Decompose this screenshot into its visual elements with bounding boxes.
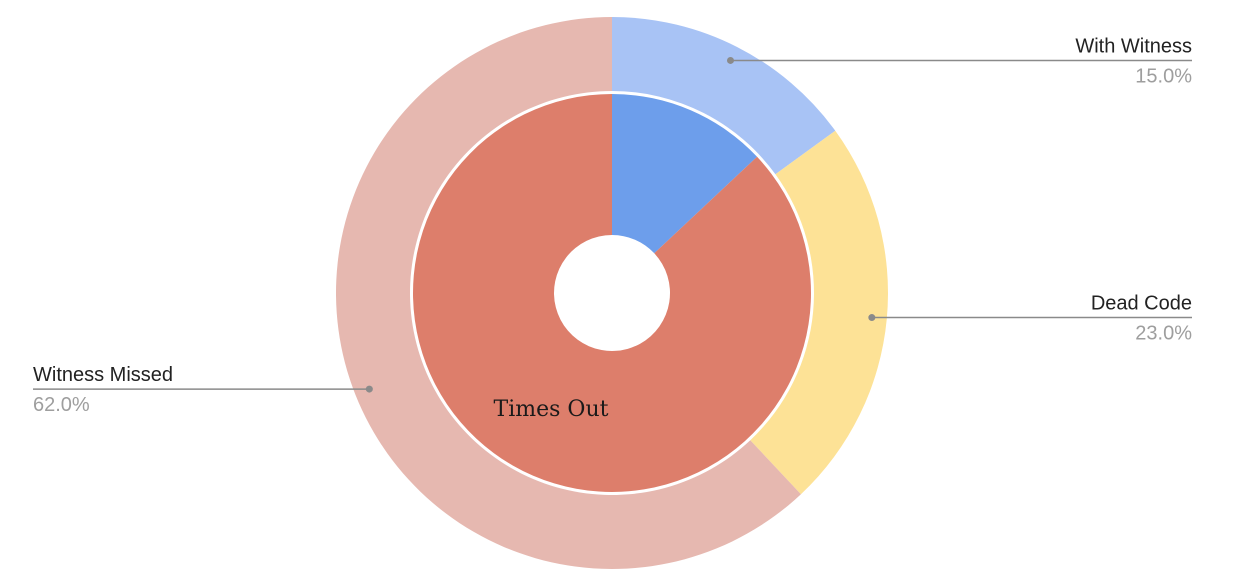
leader-dot-with-witness <box>726 56 734 64</box>
slice-value-with-witness: 15.0% <box>1135 65 1192 87</box>
slice-value-witness-missed: 62.0% <box>33 394 90 416</box>
leader-lines <box>33 56 1192 393</box>
outer-slice-dead-code <box>750 130 888 495</box>
slice-label-with-witness: With Witness <box>1075 35 1192 57</box>
outer-ring <box>335 17 888 569</box>
leader-dot-dead-code <box>868 314 876 322</box>
inner-slice-2 <box>412 94 811 493</box>
inner-annotation-times-out: Times Out <box>494 397 609 422</box>
slice-value-dead-code: 23.0% <box>1135 323 1192 345</box>
inner-slice-1 <box>612 94 758 254</box>
outer-slice-with-witness <box>612 17 836 175</box>
slice-label-witness-missed: Witness Missed <box>33 364 173 386</box>
inner-ring <box>412 94 811 493</box>
outer-slice-witness-missed <box>335 17 801 569</box>
slice-label-dead-code: Dead Code <box>1091 293 1192 315</box>
leader-dot-witness-missed <box>365 385 373 393</box>
slice-labels: With Witness 15.0% Dead Code 23.0% Witness M… <box>33 35 1192 416</box>
